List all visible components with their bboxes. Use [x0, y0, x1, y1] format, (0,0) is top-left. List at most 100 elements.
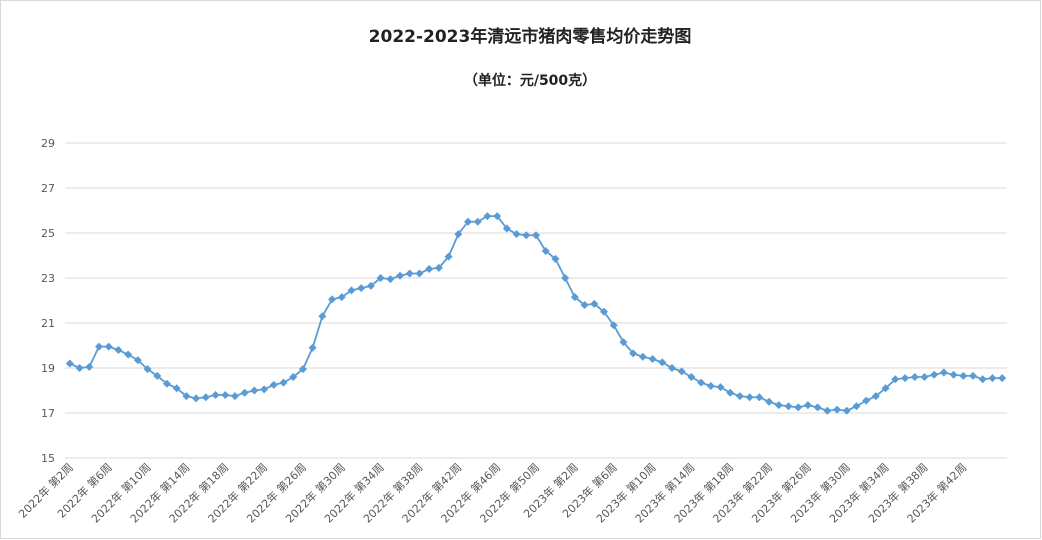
- data-point: [667, 364, 676, 372]
- data-point: [483, 212, 492, 221]
- data-point: [211, 391, 220, 399]
- data-point: [366, 281, 375, 290]
- data-point: [561, 274, 570, 282]
- data-point: [726, 388, 735, 397]
- data-point: [298, 365, 307, 374]
- data-point: [959, 371, 968, 380]
- data-point: [638, 352, 647, 361]
- data-point: [609, 321, 618, 330]
- data-point: [590, 299, 599, 308]
- chart-subtitle: （单位：元/500克）: [464, 72, 596, 89]
- data-point: [871, 392, 880, 401]
- data-point: [833, 405, 842, 414]
- data-point: [308, 343, 317, 352]
- data-point: [532, 231, 540, 240]
- data-point: [279, 378, 288, 387]
- y-tick-label: 27: [41, 182, 55, 195]
- data-point: [425, 265, 434, 273]
- data-point: [230, 392, 239, 401]
- data-point: [842, 406, 851, 415]
- data-point: [221, 391, 230, 399]
- data-point: [328, 295, 337, 304]
- data-point: [357, 284, 366, 293]
- data-point: [172, 384, 181, 393]
- data-point: [396, 271, 405, 280]
- data-point: [648, 355, 657, 363]
- data-point: [774, 401, 783, 410]
- data-point: [318, 312, 327, 321]
- data-point: [658, 358, 667, 367]
- data-point: [124, 350, 133, 359]
- data-point: [988, 374, 997, 383]
- data-point: [813, 403, 822, 412]
- data-point: [949, 370, 958, 379]
- data-point: [697, 378, 706, 387]
- data-point: [580, 301, 589, 309]
- data-point: [240, 388, 249, 397]
- data-point: [376, 274, 385, 282]
- data-point: [512, 230, 521, 239]
- data-point: [677, 367, 686, 376]
- data-point: [969, 371, 978, 380]
- data-point: [794, 403, 803, 412]
- data-point: [114, 346, 123, 354]
- data-point: [891, 375, 900, 384]
- data-point: [599, 307, 608, 316]
- data-point: [94, 342, 103, 351]
- data-point: [464, 217, 473, 226]
- y-tick-label: 29: [41, 137, 55, 150]
- data-point: [901, 374, 910, 383]
- data-point: [765, 397, 774, 406]
- chart-title: 2022-2023年清远市猪肉零售均价走势图: [369, 26, 692, 47]
- data-point: [629, 349, 638, 358]
- data-point: [920, 373, 929, 381]
- data-point: [541, 247, 550, 255]
- data-point: [65, 359, 74, 368]
- data-point: [153, 371, 162, 380]
- data-point: [415, 269, 424, 278]
- data-point: [405, 269, 414, 278]
- data-point: [104, 342, 113, 351]
- data-point: [910, 373, 919, 381]
- data-point: [522, 231, 531, 240]
- data-point: [823, 406, 832, 415]
- data-point: [85, 362, 94, 371]
- data-point: [337, 293, 346, 302]
- data-point: [182, 392, 191, 401]
- y-tick-label: 21: [41, 317, 55, 330]
- data-point: [803, 401, 812, 410]
- data-point: [551, 254, 560, 263]
- data-point: [192, 394, 201, 403]
- data-point: [269, 380, 278, 389]
- data-point: [862, 396, 871, 405]
- data-point: [473, 217, 482, 226]
- data-point: [75, 364, 84, 372]
- data-point: [881, 384, 890, 393]
- data-point: [201, 393, 210, 402]
- y-tick-label: 23: [41, 272, 55, 285]
- data-point: [570, 293, 579, 302]
- data-point: [939, 368, 948, 377]
- data-point: [978, 375, 987, 384]
- data-point: [745, 393, 754, 402]
- data-point: [454, 230, 463, 239]
- data-point: [289, 373, 298, 381]
- y-tick-label: 17: [41, 407, 55, 420]
- data-point: [735, 392, 744, 401]
- data-point: [250, 386, 259, 395]
- data-point: [444, 252, 453, 261]
- y-tick-label: 19: [41, 362, 55, 375]
- data-point: [852, 402, 861, 411]
- data-point: [784, 402, 793, 411]
- data-point: [143, 365, 152, 374]
- data-point: [619, 338, 628, 347]
- data-point: [706, 382, 715, 390]
- data-point: [347, 286, 356, 295]
- data-point: [162, 379, 171, 388]
- data-point: [998, 374, 1007, 383]
- y-tick-label: 15: [41, 452, 55, 465]
- data-point: [716, 383, 725, 392]
- data-point: [502, 224, 511, 233]
